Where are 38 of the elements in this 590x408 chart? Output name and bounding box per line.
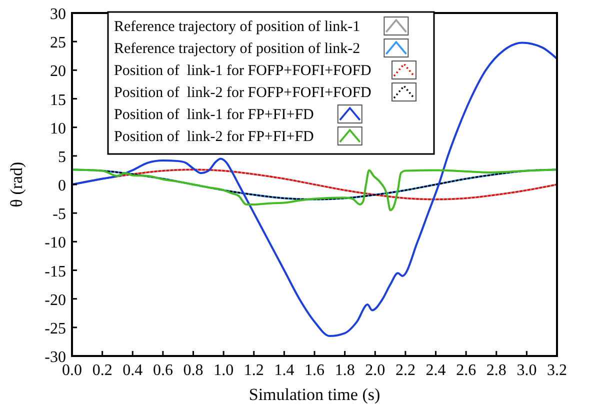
- x-tick-label: 0.2: [92, 362, 112, 379]
- x-tick-label: 0.4: [122, 362, 143, 379]
- legend-label: Position of link-2 for FP+FI+FD: [114, 129, 314, 145]
- x-tick-label: 2.0: [365, 362, 386, 379]
- x-tick-label: 2.4: [426, 362, 446, 379]
- x-tick-label: 3.2: [547, 362, 567, 379]
- y-tick-label: -10: [44, 234, 66, 252]
- y-tick-label: 15: [50, 92, 66, 109]
- line-series: [72, 42, 557, 337]
- x-tick-label: 1.8: [334, 362, 355, 379]
- y-tick-label: -25: [44, 320, 66, 338]
- y-tick-label: -5: [52, 206, 66, 224]
- x-tick-label: 2.2: [395, 362, 416, 379]
- x-tick-label: 2.8: [486, 362, 506, 379]
- x-tick-label: 3.0: [516, 362, 537, 379]
- y-tick-label: 25: [50, 34, 66, 52]
- legend-label: Reference trajectory of position of link-1: [114, 19, 360, 35]
- x-tick-label: 2.6: [456, 362, 476, 379]
- line-series: [72, 168, 557, 212]
- y-tick-label: -15: [44, 263, 66, 280]
- legend-label: Position of link-1 for FP+FI+FD: [114, 107, 314, 123]
- y-tick-label: 30: [50, 6, 66, 23]
- x-axis-title: Simulation time (s): [248, 385, 380, 404]
- y-tick-label: 5: [58, 148, 66, 166]
- y-axis-title: θ (rad): [7, 162, 26, 208]
- x-tick-label: 1.6: [304, 362, 324, 379]
- y-tick-label: 0: [58, 178, 66, 194]
- legend-label: Position of link-2 for FOFP+FOFI+FOFD: [114, 85, 372, 101]
- x-tick-label: 1.0: [214, 362, 234, 379]
- y-tick-label: 10: [50, 120, 66, 138]
- y-tick-label: 20: [50, 63, 66, 80]
- x-tick-label: 0.8: [183, 362, 204, 379]
- legend-label: Reference trajectory of position of link-2: [114, 41, 360, 57]
- x-tick-label: 1.4: [274, 362, 294, 379]
- y-tick-label: -20: [44, 292, 66, 309]
- x-tick-label: 1.2: [244, 362, 264, 379]
- legend-label: Position of link-1 for FOFP+FOFI+FOFD: [114, 63, 372, 79]
- x-tick-label: 0.6: [152, 362, 173, 379]
